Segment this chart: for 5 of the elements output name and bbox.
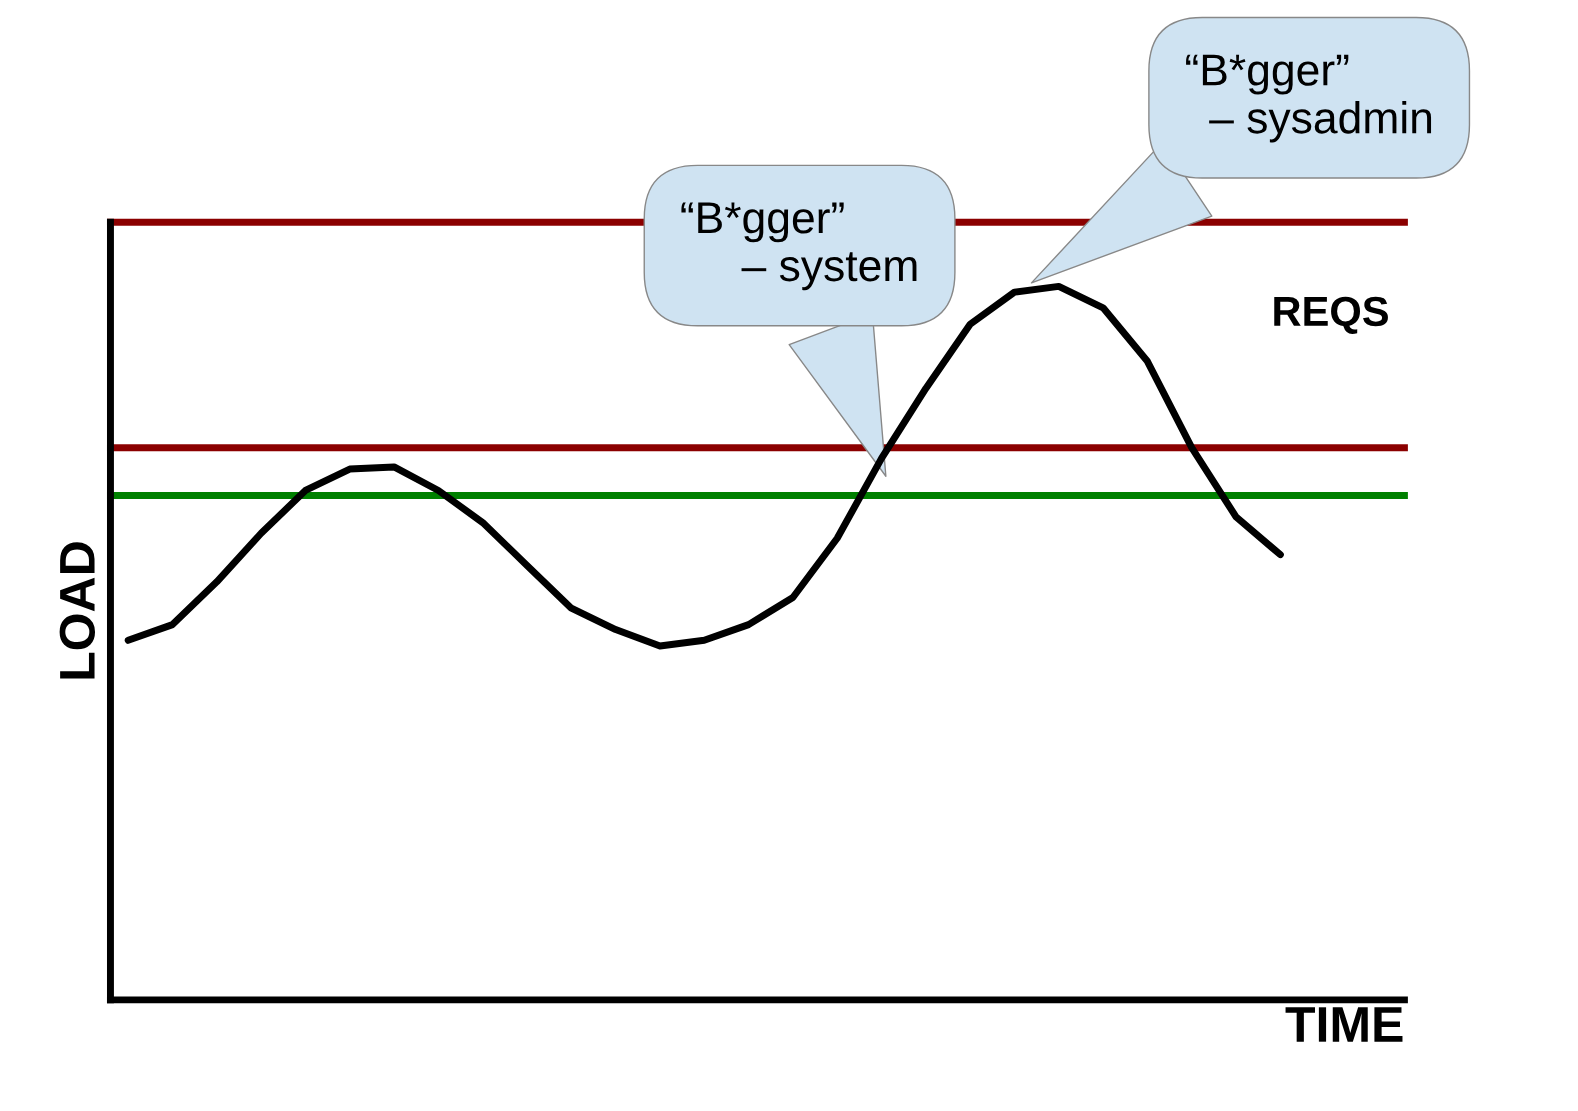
text: “B*gger” – sysadmin bbox=[1186, 54, 1432, 143]
x-axis-title: TIME bbox=[1285, 1007, 1403, 1042]
text: REQS bbox=[1274, 296, 1388, 334]
annotation: “B*gger” – system bbox=[681, 202, 917, 291]
y-axis-title: LOAD bbox=[59, 542, 96, 679]
